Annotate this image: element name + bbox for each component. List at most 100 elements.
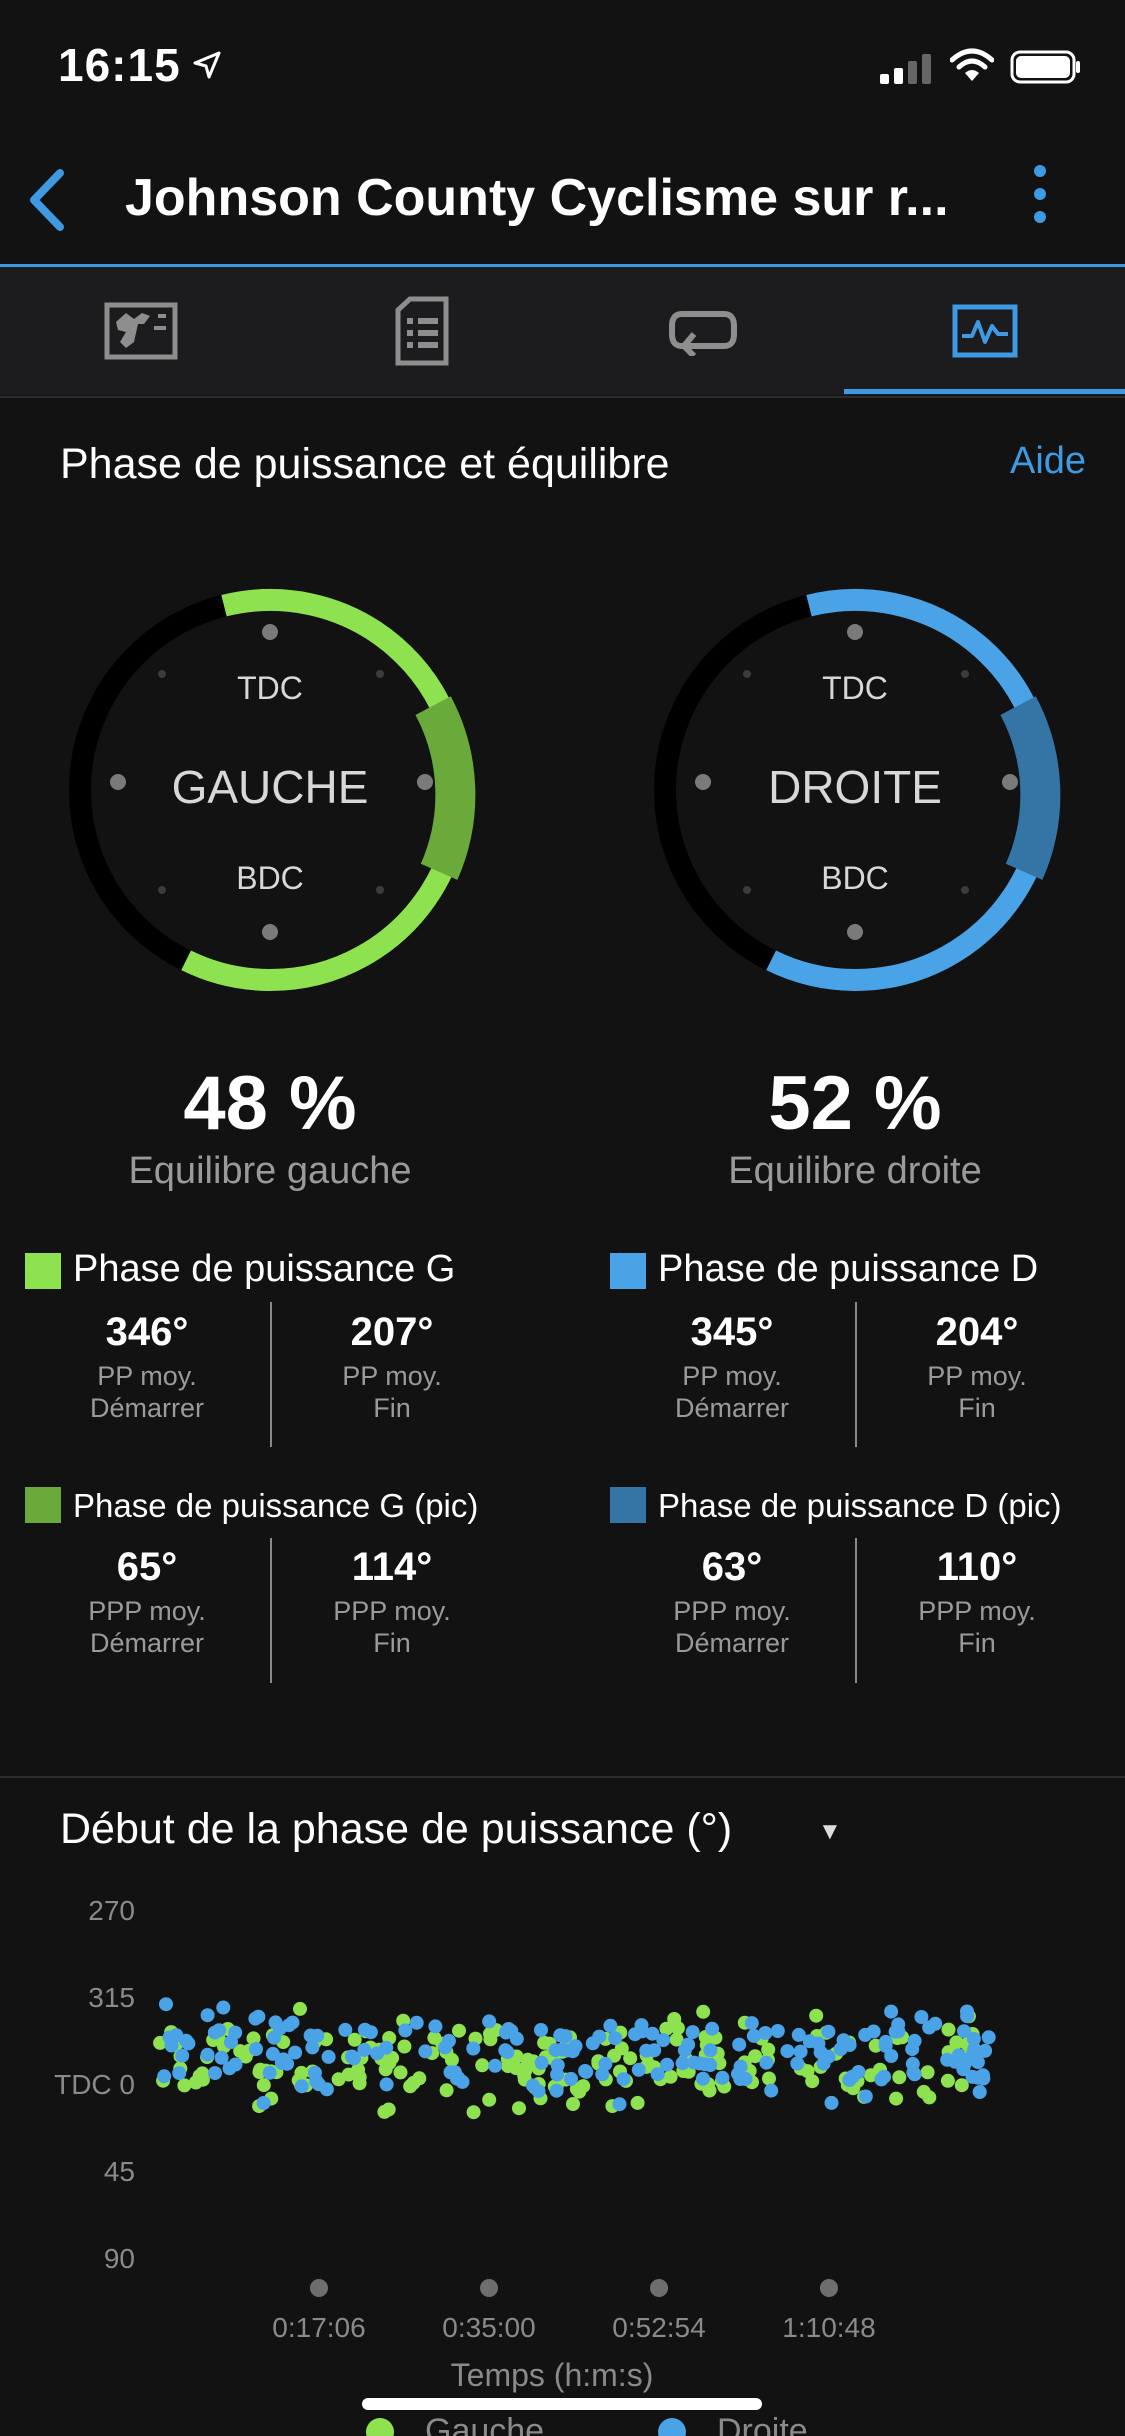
scatter-point [381,2102,396,2117]
scatter-point [393,2065,408,2080]
scatter-point [352,2070,367,2085]
scatter-point [616,2072,631,2087]
scatter-point [565,2044,580,2059]
tab-selected-indicator [844,389,1125,394]
scatter-point [802,2034,817,2049]
right-peak-swatch [610,1487,646,1523]
scatter-point [790,2056,805,2071]
scatter-point [439,2083,454,2098]
tab-overview[interactable] [0,267,281,395]
left-phase-end-value: 207° [350,1310,434,1354]
scatter-point [564,2071,578,2086]
left-dial-label: GAUCHE [171,761,369,813]
scatter-point [612,2097,627,2112]
scatter-point [981,2030,996,2045]
scatter-point [338,2022,353,2037]
chart-dropdown-icon[interactable]: ▼ [818,1818,842,1845]
right-phase-ring [654,588,1061,991]
scatter-point [341,2067,356,2082]
right-phase-start-value: 345° [690,1310,774,1354]
right-tdc-label: TDC [822,670,888,706]
right-phase-divider [855,1302,857,1447]
right-phase-end-sublabel: Fin [958,1393,996,1423]
scatter-point [948,2054,963,2069]
right-peak-end-sublabel: Fin [958,1628,996,1658]
right-peak-divider [855,1538,857,1683]
more-options-button[interactable] [1020,165,1060,240]
left-peak-start-label: PPP moy. [88,1596,206,1626]
scatter-point [592,2029,607,2044]
scatter-point [455,2074,470,2089]
scatter-point [409,2015,424,2030]
scatter-point [276,2052,291,2067]
scatter-point [976,2071,991,2086]
right-peak-title: Phase de puissance D (pic) [658,1487,1062,1524]
scatter-point [498,2043,513,2058]
right-bdc-label: BDC [821,860,889,896]
scatter-point [558,2029,573,2044]
scatter-point [762,2071,776,2086]
scatter-point [482,2092,497,2107]
legend-label: Droite [717,2412,808,2436]
scatter-point [378,2062,393,2077]
tab-graphs[interactable] [844,267,1125,395]
scatter-point [508,2061,523,2076]
scatter-point [181,2036,196,2051]
tab-details[interactable] [281,267,562,395]
help-link[interactable]: Aide [1010,440,1087,482]
scatter-point [650,2067,665,2082]
scatter-point [466,2105,481,2120]
scatter-point [200,2047,215,2062]
scatter-point [248,2011,263,2026]
scatter-point [639,2043,654,2058]
left-phase-start-sublabel: Démarrer [89,1393,204,1423]
scatter-point [884,2004,899,2019]
power-phase-scatter-chart: 270 315 TDC 0 45 90 0:17:06 0:35:00 0:52:54 1:1… [54,1895,996,2436]
right-peak-end-value: 110° [936,1545,1018,1589]
scatter-point [305,2040,320,2055]
scatter-point [851,2065,866,2079]
left-peak-end-value: 114° [351,1545,433,1589]
scatter-point [172,2066,187,2081]
tab-laps[interactable] [562,267,843,395]
scatter-point [623,2051,638,2066]
scatter-point [949,2035,964,2050]
x-tick-marker [650,2279,668,2297]
header-divider [0,264,1125,267]
scatter-point [428,2019,443,2034]
scatter-point [512,2101,526,2116]
scatter-point [874,2072,889,2087]
right-phase-title: Phase de puissance D [658,1248,1039,1290]
laps-icon [668,311,737,356]
scatter-point [207,2025,222,2040]
scatter-point [379,2077,394,2092]
scatter-point [733,2072,748,2086]
left-peak-start-value: 65° [116,1545,178,1589]
location-arrow-icon [193,51,221,79]
scatter-point [595,2067,610,2082]
scatter-point [164,2038,179,2053]
left-peak-start-sublabel: Démarrer [89,1628,204,1658]
scatter-point [748,2049,763,2064]
scatter-point [628,2027,642,2042]
scatter-point [159,1997,173,2012]
right-phase-end-value: 204° [935,1310,1019,1354]
scatter-point [907,2067,922,2082]
back-button[interactable] [22,165,72,235]
x-tick-label: 0:52:54 [612,2312,705,2343]
scatter-point [303,2028,318,2043]
scatter-point [398,2023,413,2038]
chart-title[interactable]: Début de la phase de puissance (°) [60,1805,733,1853]
right-phase-start-label: PP moy. [682,1361,782,1391]
left-phase-start-label: PP moy. [97,1361,197,1391]
scatter-point [288,2045,303,2060]
scatter-point [488,2058,503,2073]
page-title: Johnson County Cyclisme sur r... [125,169,949,227]
right-peak-start-value: 63° [701,1545,763,1589]
scatter-point [614,2041,629,2056]
scatter-point [759,2055,774,2070]
scatter-point [265,2046,280,2061]
scatter-point [978,2043,993,2058]
left-balance-label: Equilibre gauche [128,1150,412,1192]
scatter-point [363,2025,378,2040]
